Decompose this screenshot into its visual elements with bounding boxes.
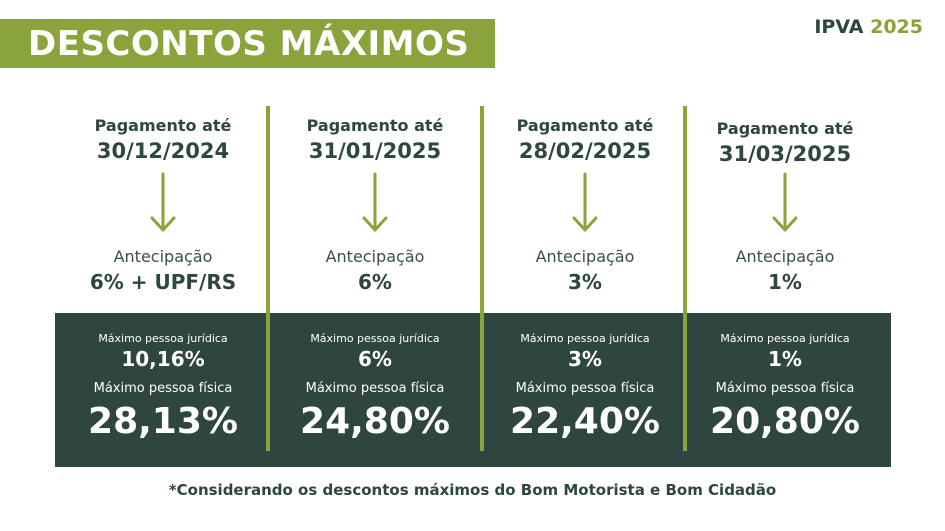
ipva-badge-prefix: IPVA [814,16,864,38]
pf-label: Máximo pessoa física [715,381,855,396]
payment-label: Pagamento até [716,119,854,138]
advance-label: Antecipação [113,247,213,266]
pj-value: 1% [768,347,802,371]
pj-value: 6% [358,347,392,371]
pf-value: 24,80% [300,401,450,442]
deadline-column-2: Pagamento até 31/01/2025 Antecipação 6% … [270,0,480,531]
pj-label: Máximo pessoa jurídica [98,332,228,345]
deadline-column-4: Pagamento até 31/03/2025 Antecipação 1% … [680,0,890,531]
arrow-down-icon [362,172,388,232]
payment-label: Pagamento até [306,116,444,135]
pj-value: 3% [568,347,602,371]
deadline-column-1: Pagamento até 30/12/2024 Antecipação 6% … [58,0,268,531]
payment-date: 28/02/2025 [518,139,652,163]
column-divider [266,106,270,451]
advance-value: 1% [768,270,802,294]
pf-value: 22,40% [510,401,660,442]
advance-value: 3% [568,270,602,294]
pj-value: 10,16% [121,347,205,371]
page-title: DESCONTOS MÁXIMOS [28,24,470,64]
pf-value: 20,80% [710,401,860,442]
advance-label: Antecipação [325,247,425,266]
arrow-down-icon [572,172,598,232]
pf-label: Máximo pessoa física [93,381,233,396]
payment-date: 31/03/2025 [718,142,852,166]
advance-label: Antecipação [735,247,835,266]
payment-label: Pagamento até [94,116,232,135]
advance-label: Antecipação [535,247,635,266]
pf-label: Máximo pessoa física [515,381,655,396]
payment-date: 31/01/2025 [308,139,442,163]
column-divider [683,106,687,451]
pj-label: Máximo pessoa jurídica [310,332,440,345]
pj-label: Máximo pessoa jurídica [520,332,650,345]
ipva-badge-year: 2025 [870,16,923,38]
advance-value: 6% [358,270,392,294]
footnote: *Considerando os descontos máximos do Bo… [168,481,777,499]
arrow-down-icon [772,172,798,232]
title-banner [0,19,495,68]
pj-label: Máximo pessoa jurídica [720,332,850,345]
payment-label: Pagamento até [516,116,654,135]
deadline-column-3: Pagamento até 28/02/2025 Antecipação 3% … [480,0,690,531]
advance-value: 6% + UPF/RS [89,270,237,294]
column-divider [480,106,484,451]
pf-value: 28,13% [88,401,238,442]
pf-label: Máximo pessoa física [305,381,445,396]
arrow-down-icon [150,172,176,232]
payment-date: 30/12/2024 [96,139,230,163]
ipva-badge: IPVA 2025 [814,16,923,38]
discount-panel [55,313,891,467]
